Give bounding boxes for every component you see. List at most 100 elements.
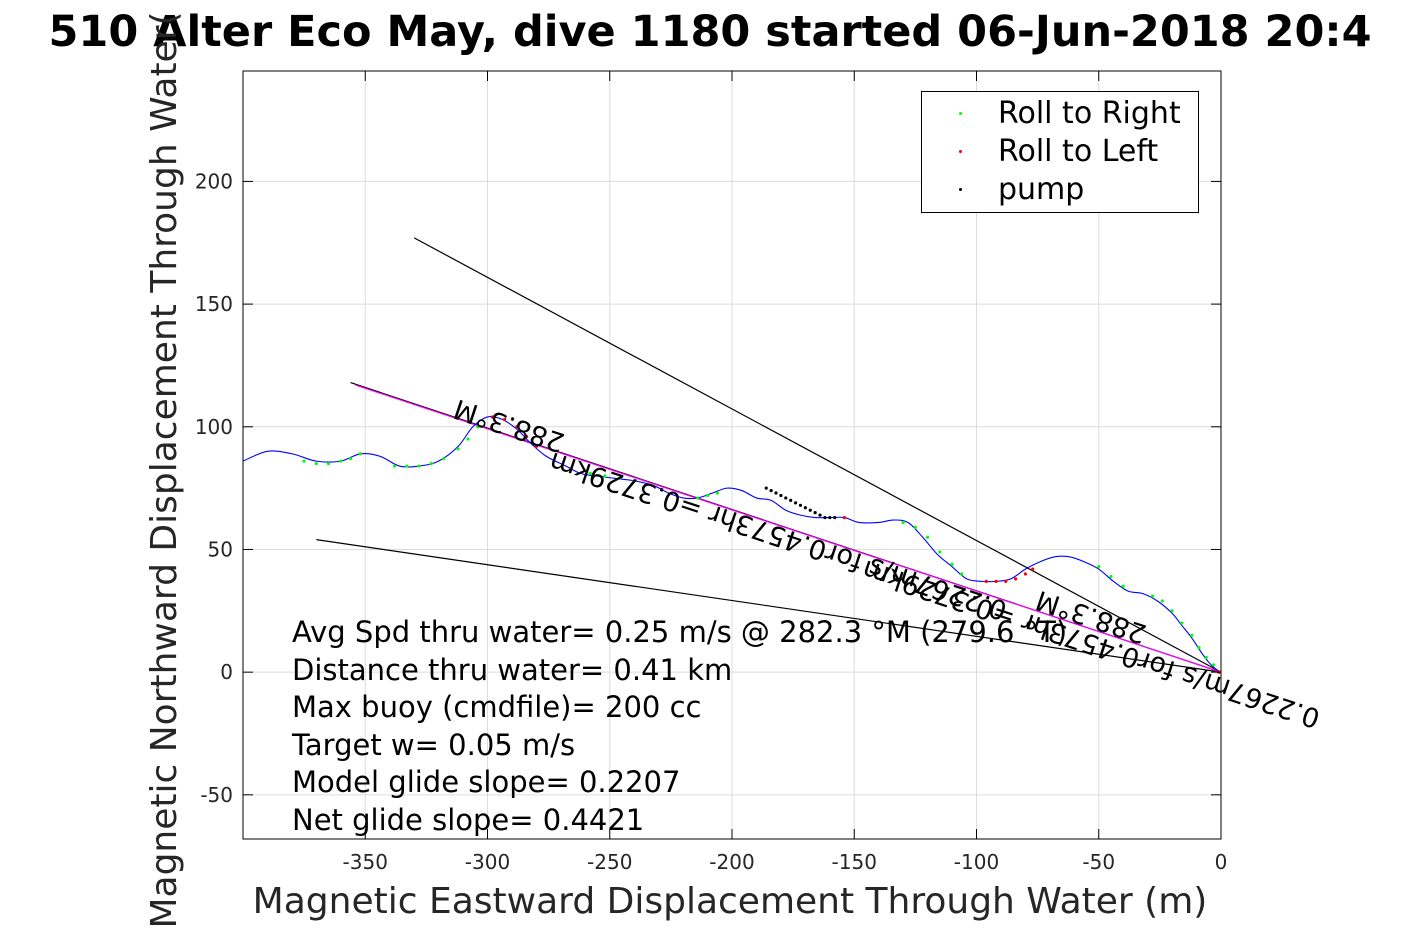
x-tick-label: -250 xyxy=(587,850,632,874)
net-glide-text: Net glide slope= 0.4421 xyxy=(292,802,645,837)
roll-left-point xyxy=(534,444,539,449)
pump-point xyxy=(823,515,827,520)
roll-left-point xyxy=(1014,577,1018,581)
roll-left-point xyxy=(503,417,507,422)
roll-right-point xyxy=(1197,646,1201,650)
roll-right-point xyxy=(950,562,954,566)
roll-right-point xyxy=(1170,609,1174,613)
roll-left-point xyxy=(994,579,998,583)
roll-right-point xyxy=(339,459,343,463)
legend-label-pump: pump xyxy=(998,172,1085,207)
roll-right-point xyxy=(715,491,719,495)
roll-left-point xyxy=(1023,572,1027,576)
legend-item-roll-left: Roll to Left xyxy=(922,133,1198,171)
roll-right-point xyxy=(392,464,397,468)
roll-right-point xyxy=(441,457,446,461)
legend-item-roll-right: Roll to Right xyxy=(922,95,1198,133)
pump-point xyxy=(833,515,837,520)
roll-left-point xyxy=(984,579,988,583)
roll-right-point xyxy=(1097,565,1101,569)
roll-left-point xyxy=(515,425,519,429)
x-axis-label: Magnetic Eastward Displacement Through W… xyxy=(253,881,1208,922)
pump-point xyxy=(808,508,812,512)
pump-point xyxy=(789,498,793,502)
roll-right-point xyxy=(1180,621,1184,625)
max-buoy-text: Max buoy (cmdfile)= 200 cc xyxy=(292,690,702,725)
pump-point xyxy=(774,491,778,495)
y-tick-label: -50 xyxy=(200,783,233,807)
roll-right-point xyxy=(405,464,409,468)
roll-right-point xyxy=(588,471,592,476)
pump-point xyxy=(793,501,798,505)
legend-marker-pump xyxy=(959,188,962,191)
roll-right-point xyxy=(456,447,460,451)
roll-right-point xyxy=(348,457,353,461)
pump-point xyxy=(769,488,773,493)
x-tick-label: 0 xyxy=(1215,850,1228,874)
pump-point xyxy=(764,486,768,490)
roll-right-point xyxy=(314,461,318,466)
roll-left-point xyxy=(490,415,494,419)
roll-right-point xyxy=(617,476,622,480)
dive-statistics: Avg Spd thru water= 0.25 m/s @ 282.3 °M … xyxy=(292,614,1067,840)
current-vector xyxy=(355,384,1221,673)
roll-right-point xyxy=(1190,633,1194,637)
roll-left-point xyxy=(525,434,529,439)
roll-right-point xyxy=(913,525,917,529)
model-glide-text: Model glide slope= 0.2207 xyxy=(292,765,681,800)
legend-marker-roll-right xyxy=(959,112,962,115)
track-line xyxy=(243,415,1221,673)
pump-point xyxy=(803,506,807,510)
roll-right-point xyxy=(1109,574,1113,579)
roll-right-point xyxy=(960,572,964,576)
roll-right-point xyxy=(926,535,930,539)
roll-right-point xyxy=(466,437,470,441)
legend-label-roll-right: Roll to Right xyxy=(998,96,1181,131)
roll-right-point xyxy=(632,479,636,483)
heading-line-lower xyxy=(316,539,1221,673)
roll-right-point xyxy=(1121,584,1125,588)
y-tick-label: 50 xyxy=(208,537,233,561)
legend-marker-roll-left xyxy=(959,150,962,153)
pump-point xyxy=(818,513,822,517)
y-tick-label: 0 xyxy=(220,660,233,684)
roll-right-point xyxy=(1204,655,1208,660)
roll-right-point xyxy=(901,520,905,525)
heading-line-upper xyxy=(413,237,1221,673)
legend: Roll to Right Roll to Left pump xyxy=(921,91,1199,213)
pump-point xyxy=(798,503,803,507)
plot-data-layer xyxy=(243,237,1221,674)
tick-layer: -350 -300 -250 -200 -150 -100 -50 0 -50 0 50 100 150… xyxy=(195,71,1228,874)
x-tick-label: -200 xyxy=(709,850,754,874)
legend-label-roll-left: Roll to Left xyxy=(998,134,1159,169)
pump-point xyxy=(813,511,817,515)
roll-right-point xyxy=(429,461,433,466)
pump-point xyxy=(779,493,783,498)
roll-right-point xyxy=(302,459,306,463)
y-tick-label: 150 xyxy=(195,292,233,316)
roll-right-point xyxy=(938,550,942,554)
x-tick-label: -50 xyxy=(1082,850,1115,874)
roll-left-point xyxy=(1004,579,1008,583)
pump-point xyxy=(784,496,788,500)
roll-right-point xyxy=(326,461,331,466)
roll-right-point xyxy=(358,452,362,456)
x-tick-label: -350 xyxy=(343,850,388,874)
y-axis-label: Magnetic Northward Displacement Through … xyxy=(144,11,185,928)
roll-left-point xyxy=(842,515,847,520)
roll-left-point xyxy=(1031,567,1035,571)
chart-annotation: 288.3°M xyxy=(450,392,568,457)
roll-right-point xyxy=(1212,663,1216,667)
distance-text: Distance thru water= 0.41 km xyxy=(292,652,733,687)
roll-right-point xyxy=(476,425,480,429)
roll-right-point xyxy=(603,474,607,478)
roll-right-point xyxy=(696,496,700,500)
x-tick-label: -150 xyxy=(832,850,877,874)
y-tick-label: 100 xyxy=(195,415,233,439)
roll-right-point xyxy=(705,493,710,498)
roll-right-point xyxy=(1160,599,1164,603)
x-tick-label: -300 xyxy=(465,850,510,874)
x-tick-label: -100 xyxy=(954,850,999,874)
y-tick-label: 200 xyxy=(195,169,233,193)
legend-item-pump: pump xyxy=(922,171,1198,209)
